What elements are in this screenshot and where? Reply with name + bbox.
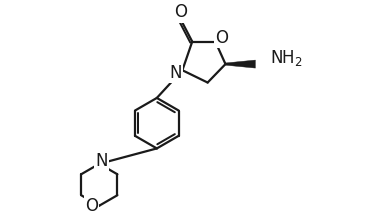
Polygon shape [225,60,255,68]
Text: NH$_2$: NH$_2$ [270,48,303,68]
Text: N: N [96,152,108,170]
Text: O: O [174,3,187,21]
Text: O: O [215,29,228,47]
Text: N: N [169,64,182,82]
Text: O: O [85,197,98,215]
